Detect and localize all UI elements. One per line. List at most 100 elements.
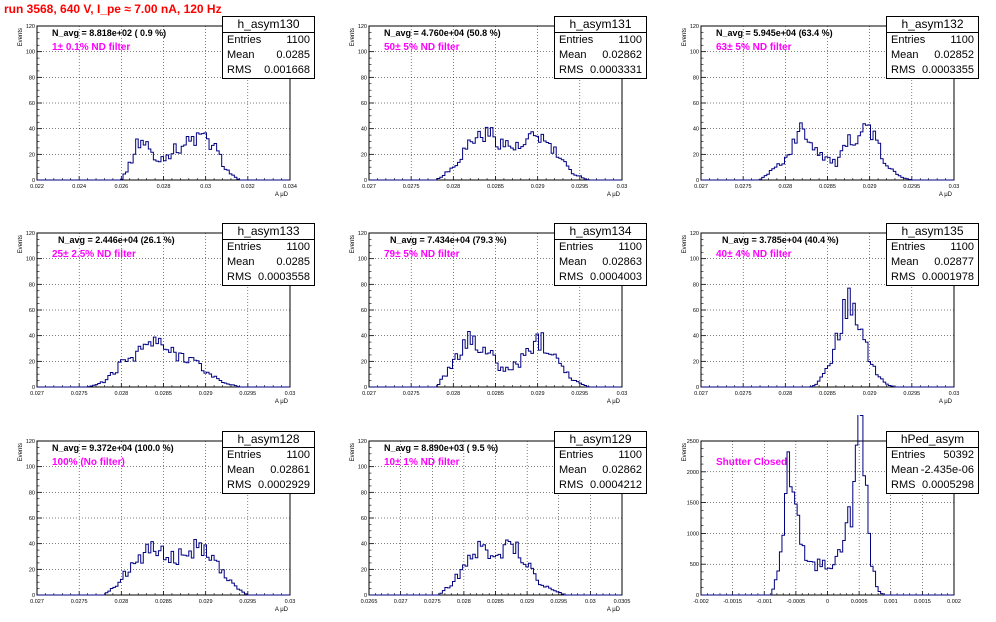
histogram-name: h_asym130 <box>223 17 314 33</box>
filter-label: 63± 5% ND filter <box>716 42 792 53</box>
x-axis-label: A μD <box>607 192 621 198</box>
histogram-series <box>37 539 290 596</box>
x-tick-label: 0.027 <box>30 391 44 397</box>
navg-label: N_avg = 8.890e+03 ( 9.5 %) <box>384 443 499 453</box>
panel-h_asym134: 0.027 0.0275 0.028 0.0285 0.029 0.0295 0.03 0 20… <box>332 207 664 414</box>
stats-row-entries: Entries 1100 <box>555 448 646 463</box>
navg-label: N_avg = 2.446e+04 (26.1 %) <box>58 235 175 245</box>
y-tick-label: 80 <box>693 75 699 81</box>
histogram-name: hPed_asym <box>887 432 978 448</box>
y-tick-label: 60 <box>29 516 35 522</box>
histogram-plot: 0.027 0.0275 0.028 0.0285 0.029 0.0295 0.03 0 20… <box>18 439 296 613</box>
stats-key: Entries <box>559 34 594 46</box>
stats-value: 0.0003558 <box>258 271 310 283</box>
y-tick-label: 120 <box>26 231 35 237</box>
stats-value: 0.02861 <box>270 464 310 476</box>
x-tick-label: 0.0265 <box>361 599 378 605</box>
x-tick-label: 0.027 <box>30 599 44 605</box>
x-tick-label: 0.03 <box>285 599 296 605</box>
x-tick-label: 0.024 <box>72 184 86 190</box>
x-tick-label: 0.0275 <box>403 391 420 397</box>
y-tick-label: 60 <box>693 308 699 314</box>
y-tick-label: 100 <box>26 257 35 263</box>
stats-row-mean: Mean 0.02852 <box>887 48 978 63</box>
y-axis-label: Events <box>350 235 356 253</box>
filter-label: 100% (No filter) <box>52 457 125 468</box>
stats-box: h_asym129 Entries 1100 Mean 0.02862 RMS 0.0004… <box>554 431 647 494</box>
stats-value: 50392 <box>943 449 974 461</box>
y-tick-label: 0 <box>32 593 35 599</box>
y-tick-label: 2500 <box>687 439 699 445</box>
stats-key: RMS <box>227 64 252 76</box>
x-tick-label: 0.0275 <box>735 184 752 190</box>
y-tick-label: 100 <box>26 50 35 56</box>
y-axis-label: Events <box>682 235 688 253</box>
y-tick-label: 100 <box>358 50 367 56</box>
x-tick-label: 0.029 <box>531 391 545 397</box>
x-tick-label: 0.028 <box>446 184 460 190</box>
filter-label: 40± 4% ND filter <box>716 249 792 260</box>
x-tick-label: 0.028 <box>457 599 471 605</box>
stats-value: 0.02862 <box>602 49 642 61</box>
x-tick-label: 0 <box>826 599 829 605</box>
histogram-name: h_asym128 <box>223 432 314 448</box>
stats-key: RMS <box>891 479 916 491</box>
stats-row-entries: Entries 1100 <box>887 33 978 48</box>
x-tick-label: 0.0295 <box>571 391 588 397</box>
histogram-name: h_asym134 <box>555 224 646 240</box>
x-tick-label: 0.027 <box>362 184 376 190</box>
stats-row-mean: Mean 0.0285 <box>223 48 314 63</box>
stats-row-entries: Entries 1100 <box>223 33 314 48</box>
stats-row-mean: Mean 0.02862 <box>555 463 646 478</box>
x-tick-label: 0.0305 <box>614 599 631 605</box>
y-tick-label: 120 <box>26 24 35 30</box>
y-tick-label: 20 <box>361 359 367 365</box>
stats-key: Mean <box>227 49 255 61</box>
stats-key: RMS <box>891 271 916 283</box>
x-tick-label: 0.0295 <box>239 391 256 397</box>
stats-key: Mean <box>559 49 587 61</box>
y-tick-label: 60 <box>693 101 699 107</box>
filter-label: 25± 2.5% ND filter <box>52 249 136 260</box>
y-tick-label: 1500 <box>687 501 699 507</box>
y-tick-label: 80 <box>361 75 367 81</box>
histogram-series <box>369 539 622 596</box>
stats-key: Entries <box>891 241 926 253</box>
stats-row-entries: Entries 1100 <box>555 240 646 255</box>
x-axis-label: A μD <box>607 607 621 613</box>
y-tick-label: 80 <box>29 282 35 288</box>
y-tick-label: 20 <box>693 359 699 365</box>
stats-row-rms: RMS 0.0002929 <box>223 478 314 493</box>
y-tick-label: 120 <box>690 231 699 237</box>
stats-row-rms: RMS 0.0005298 <box>887 478 978 493</box>
y-tick-label: 80 <box>29 490 35 496</box>
y-tick-label: 60 <box>361 308 367 314</box>
stats-value: 0.0004003 <box>590 271 642 283</box>
y-tick-label: 100 <box>690 50 699 56</box>
stats-row-rms: RMS 0.0004212 <box>555 478 646 493</box>
stats-row-mean: Mean 0.02861 <box>223 463 314 478</box>
panel-h_asym135: 0.027 0.0275 0.028 0.0285 0.029 0.0295 0.03 0 20… <box>664 207 996 414</box>
y-tick-label: 120 <box>26 439 35 445</box>
x-axis-label: A μD <box>275 399 289 405</box>
stats-key: Entries <box>559 449 594 461</box>
y-tick-label: 100 <box>26 465 35 471</box>
histogram-series <box>37 336 290 388</box>
stats-value: -2.435e-06 <box>920 464 974 476</box>
x-tick-label: 0.0295 <box>239 599 256 605</box>
stats-row-rms: RMS 0.0003331 <box>555 63 646 78</box>
x-tick-label: 0.028 <box>157 184 171 190</box>
stats-key: RMS <box>559 64 584 76</box>
y-tick-label: 40 <box>361 542 367 548</box>
filter-label: Shutter Closed <box>716 457 788 468</box>
histogram-plot: 0.027 0.0275 0.028 0.0285 0.029 0.0295 0.03 0 20… <box>18 231 295 405</box>
x-tick-label: 0.0275 <box>71 599 88 605</box>
navg-label: N_avg = 3.785e+04 (40.4 %) <box>722 235 839 245</box>
stats-key: Entries <box>227 34 262 46</box>
y-tick-label: 120 <box>358 439 367 445</box>
y-tick-label: 60 <box>29 308 35 314</box>
histogram-plot: -0.002 -0.0015 -0.001 -0.0005 0 0.0005 0.001 0.… <box>682 415 961 605</box>
y-tick-label: 120 <box>358 24 367 30</box>
x-tick-label: 0.034 <box>283 184 297 190</box>
stats-box: h_asym130 Entries 1100 Mean 0.0285 RMS 0.00166… <box>222 16 315 79</box>
